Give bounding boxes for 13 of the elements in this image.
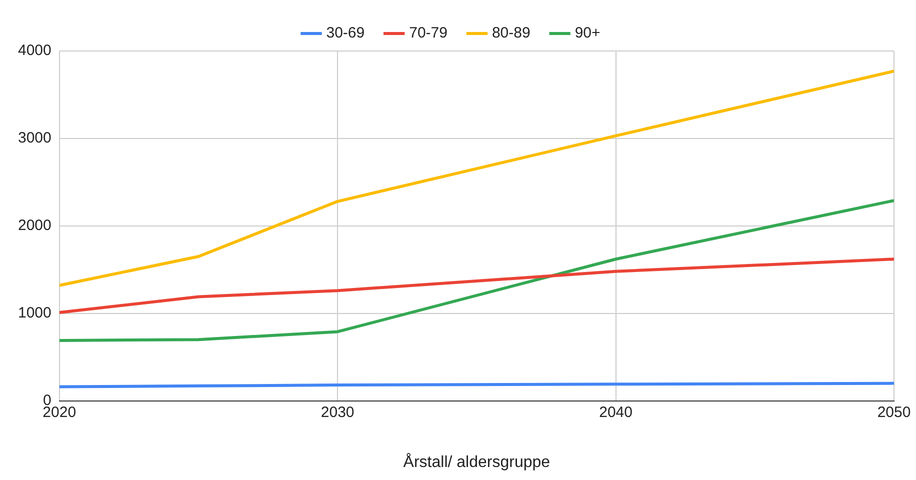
y-tick-label: 4000 (18, 42, 52, 60)
y-tick-label: 2000 (18, 217, 52, 234)
legend-label: 80-89 (492, 24, 530, 42)
legend-label: 90+ (574, 24, 601, 42)
y-tick-label: 1000 (18, 304, 52, 322)
x-tick-label: 2030 (320, 404, 354, 421)
x-axis-title: Årstall/ aldersgruppe (403, 452, 550, 471)
legend-label: 30-69 (326, 24, 365, 42)
x-tick-label: 2040 (599, 404, 632, 421)
x-tick-label: 2020 (42, 404, 76, 421)
x-tick-label: 2050 (877, 404, 911, 421)
y-tick-label: 3000 (18, 130, 52, 147)
legend-label: 70-79 (409, 24, 448, 42)
